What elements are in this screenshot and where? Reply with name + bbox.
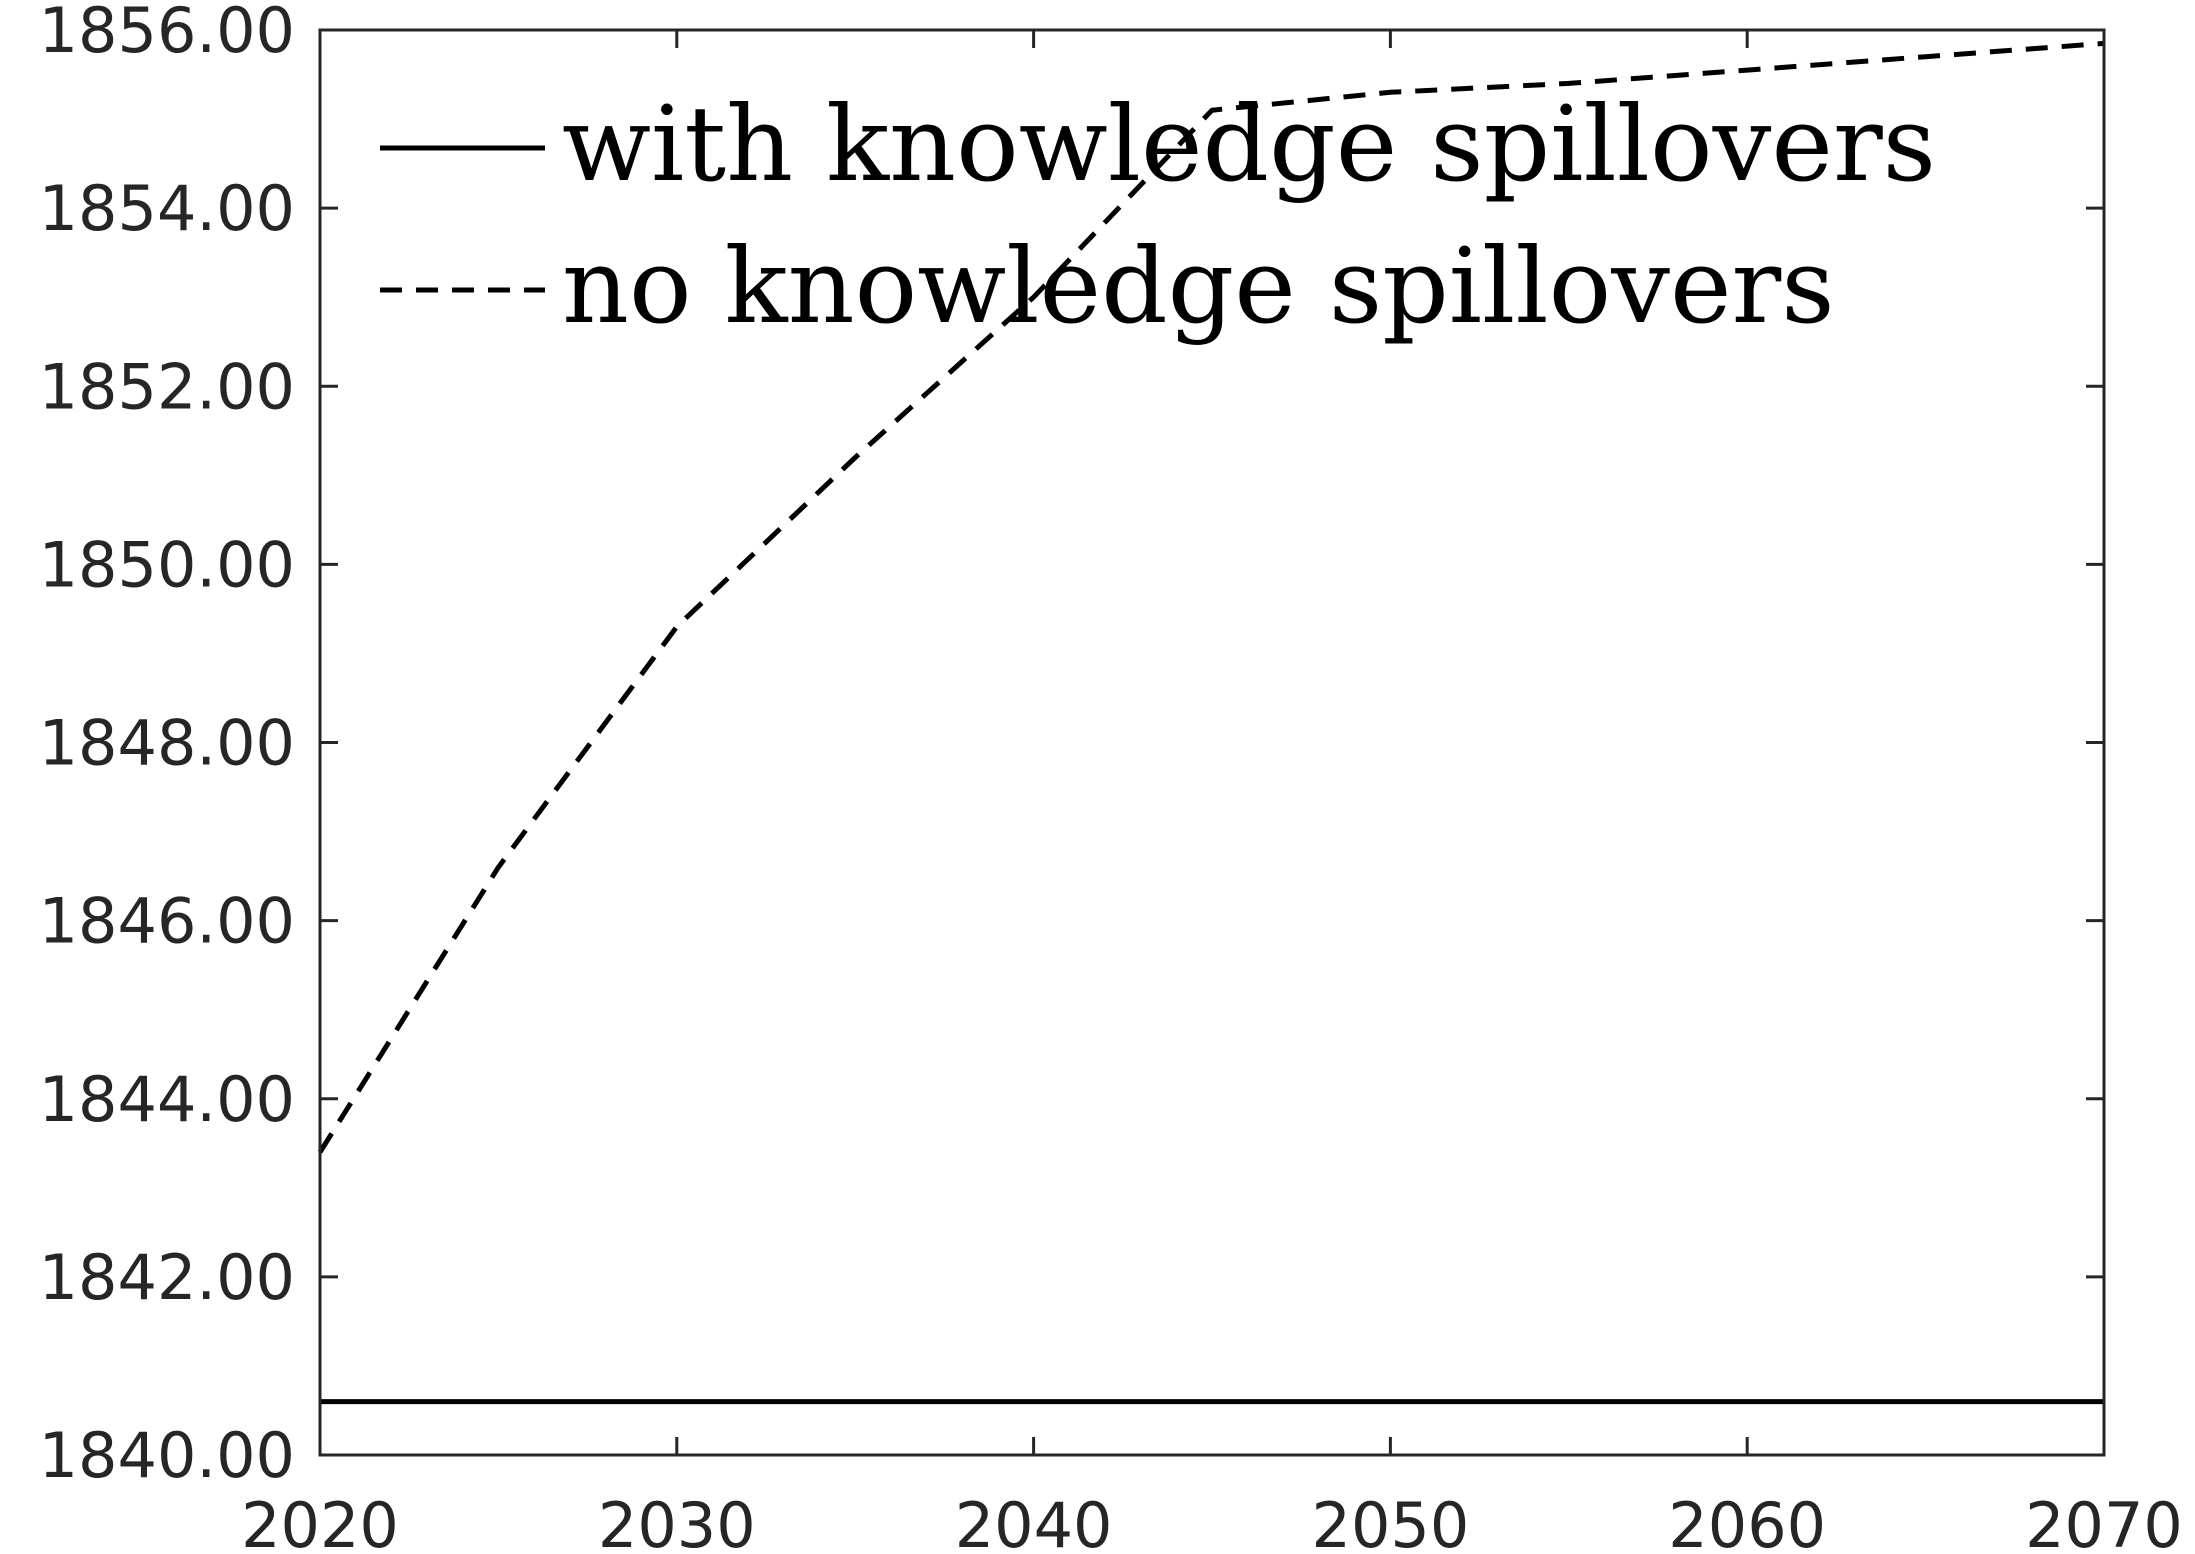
legend-label-no-spillovers: no knowledge spillovers [562,225,1835,347]
y-tick-label: 1840.00 [39,1419,295,1492]
series-layer [317,40,2105,1405]
y-tick-label: 1846.00 [39,885,295,958]
x-tick-label: 2030 [598,1489,756,1554]
y-tick-label: 1852.00 [39,350,295,423]
x-tick-label: 2020 [241,1489,399,1554]
legend-label-with-spillovers: with knowledge spillovers [562,83,1936,205]
legend: with knowledge spillovers no knowledge s… [380,83,1936,347]
ticks-layer: 2020 2030 2040 2050 2060 2070 1840.00 1842.00 18… [39,0,2183,1554]
y-tick-label: 1848.00 [39,707,295,780]
y-tick-label: 1842.00 [39,1241,295,1314]
x-tick-label: 2070 [2025,1489,2183,1554]
x-tick-label: 2060 [1668,1489,1826,1554]
y-tick-label: 1844.00 [39,1063,295,1136]
x-tick-label: 2050 [1312,1489,1470,1554]
series-line-no-spillovers [317,40,2105,1154]
y-tick-label: 1850.00 [39,528,295,601]
y-tick-label: 1856.00 [39,0,295,67]
x-tick-label: 2040 [955,1489,1113,1554]
y-tick-label: 1854.00 [39,172,295,245]
